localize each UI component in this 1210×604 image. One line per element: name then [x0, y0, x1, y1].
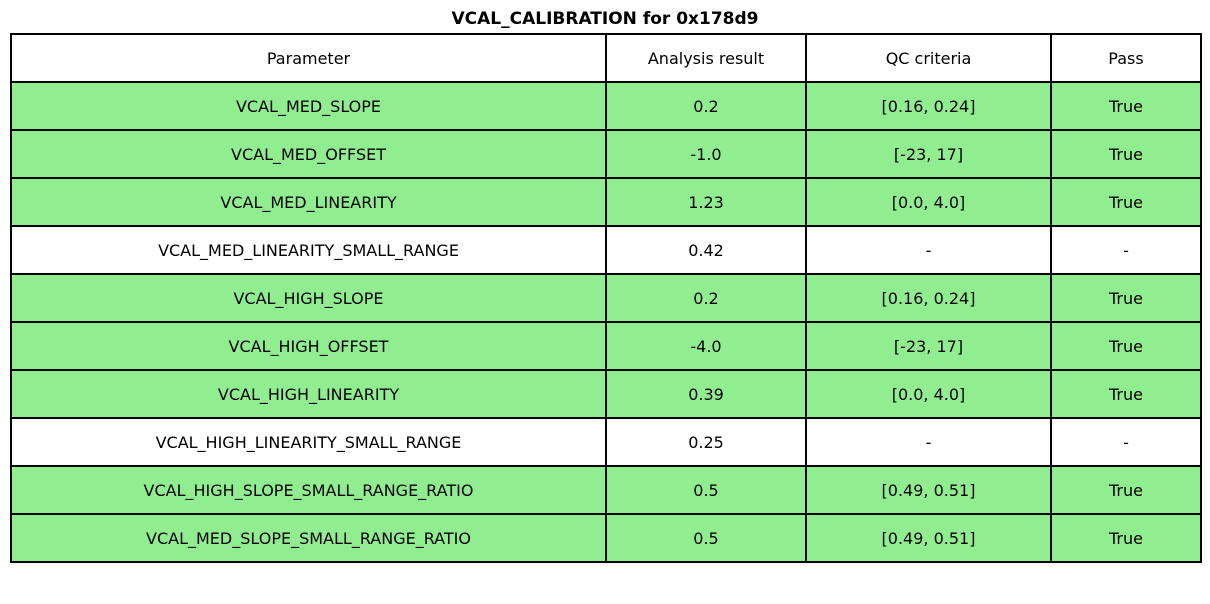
parameter-cell: VCAL_HIGH_LINEARITY_SMALL_RANGE — [10, 417, 607, 467]
qc-criteria-cell: [-23, 17] — [805, 321, 1052, 371]
qc-criteria-cell: [0.0, 4.0] — [805, 369, 1052, 419]
table-row: VCAL_HIGH_LINEARITY 0.39 [0.0, 4.0] True — [10, 369, 1202, 419]
page-title: VCAL_CALIBRATION for 0x178d9 — [451, 9, 759, 29]
pass-cell: True — [1050, 81, 1202, 131]
analysis-result-cell: 0.5 — [605, 465, 807, 515]
pass-cell: True — [1050, 321, 1202, 371]
analysis-result-cell: 0.42 — [605, 225, 807, 275]
pass-cell: True — [1050, 465, 1202, 515]
pass-cell: - — [1050, 225, 1202, 275]
pass-cell: True — [1050, 513, 1202, 563]
column-header-pass: Pass — [1050, 33, 1202, 83]
pass-cell: - — [1050, 417, 1202, 467]
analysis-result-cell: 0.5 — [605, 513, 807, 563]
parameter-cell: VCAL_HIGH_OFFSET — [10, 321, 607, 371]
analysis-result-cell: -4.0 — [605, 321, 807, 371]
column-header-qc-criteria: QC criteria — [805, 33, 1052, 83]
qc-criteria-cell: [0.49, 0.51] — [805, 513, 1052, 563]
analysis-result-cell: -1.0 — [605, 129, 807, 179]
qc-criteria-cell: [0.16, 0.24] — [805, 81, 1052, 131]
table-row: VCAL_HIGH_LINEARITY_SMALL_RANGE 0.25 - - — [10, 417, 1202, 467]
table-row: VCAL_HIGH_SLOPE 0.2 [0.16, 0.24] True — [10, 273, 1202, 323]
table-row: VCAL_HIGH_SLOPE_SMALL_RANGE_RATIO 0.5 [0… — [10, 465, 1202, 515]
analysis-result-cell: 0.25 — [605, 417, 807, 467]
parameter-cell: VCAL_HIGH_LINEARITY — [10, 369, 607, 419]
parameter-cell: VCAL_MED_SLOPE_SMALL_RANGE_RATIO — [10, 513, 607, 563]
pass-cell: True — [1050, 369, 1202, 419]
analysis-result-cell: 0.2 — [605, 273, 807, 323]
column-header-analysis-result: Analysis result — [605, 33, 807, 83]
parameter-cell: VCAL_MED_SLOPE — [10, 81, 607, 131]
qc-criteria-cell: [0.0, 4.0] — [805, 177, 1052, 227]
table-row: VCAL_MED_OFFSET -1.0 [-23, 17] True — [10, 129, 1202, 179]
qc-criteria-cell: - — [805, 417, 1052, 467]
parameter-cell: VCAL_HIGH_SLOPE — [10, 273, 607, 323]
table-row: VCAL_MED_LINEARITY_SMALL_RANGE 0.42 - - — [10, 225, 1202, 275]
parameter-cell: VCAL_HIGH_SLOPE_SMALL_RANGE_RATIO — [10, 465, 607, 515]
table-row: VCAL_HIGH_OFFSET -4.0 [-23, 17] True — [10, 321, 1202, 371]
pass-cell: True — [1050, 177, 1202, 227]
parameter-cell: VCAL_MED_OFFSET — [10, 129, 607, 179]
parameter-cell: VCAL_MED_LINEARITY — [10, 177, 607, 227]
qc-criteria-cell: [0.49, 0.51] — [805, 465, 1052, 515]
table-body: VCAL_MED_SLOPE 0.2 [0.16, 0.24] True VCA… — [10, 81, 1202, 563]
pass-cell: True — [1050, 129, 1202, 179]
qc-criteria-cell: [0.16, 0.24] — [805, 273, 1052, 323]
analysis-result-cell: 0.2 — [605, 81, 807, 131]
qc-results-table: Parameter Analysis result QC criteria Pa… — [10, 33, 1202, 563]
qc-criteria-cell: [-23, 17] — [805, 129, 1052, 179]
qc-criteria-cell: - — [805, 225, 1052, 275]
table-header-row: Parameter Analysis result QC criteria Pa… — [10, 33, 1202, 83]
analysis-result-cell: 1.23 — [605, 177, 807, 227]
pass-cell: True — [1050, 273, 1202, 323]
table-row: VCAL_MED_SLOPE 0.2 [0.16, 0.24] True — [10, 81, 1202, 131]
table-row: VCAL_MED_SLOPE_SMALL_RANGE_RATIO 0.5 [0.… — [10, 513, 1202, 563]
column-header-parameter: Parameter — [10, 33, 607, 83]
parameter-cell: VCAL_MED_LINEARITY_SMALL_RANGE — [10, 225, 607, 275]
analysis-result-cell: 0.39 — [605, 369, 807, 419]
table-row: VCAL_MED_LINEARITY 1.23 [0.0, 4.0] True — [10, 177, 1202, 227]
